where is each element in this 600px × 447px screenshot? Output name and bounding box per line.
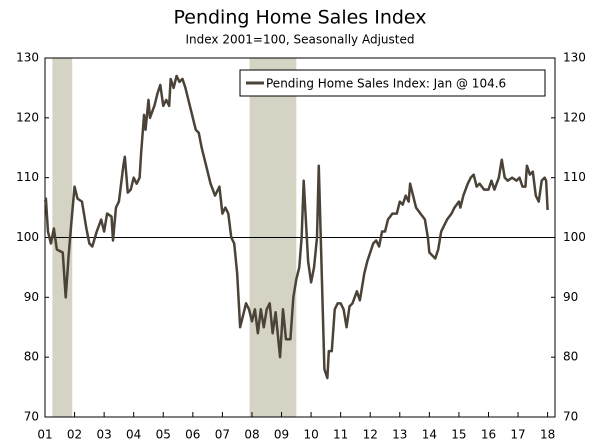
y2-tick-label: 110	[563, 170, 586, 184]
x-tick-label: 13	[392, 428, 407, 442]
series-line	[43, 74, 549, 380]
x-tick-label: 15	[451, 428, 466, 442]
y2-tick-label: 120	[563, 110, 586, 124]
y-tick-label: 70	[24, 410, 39, 424]
x-tick-label: 06	[185, 428, 200, 442]
y-tick-label: 130	[16, 51, 39, 65]
chart-title: Pending Home Sales Index	[173, 7, 426, 29]
x-tick-label: 04	[126, 428, 141, 442]
chart-subtitle: Index 2001=100, Seasonally Adjusted	[186, 33, 415, 47]
y2-tick-label: 100	[563, 230, 586, 244]
y-tick-label: 80	[24, 350, 39, 364]
y-tick-label: 120	[16, 110, 39, 124]
x-tick-label: 02	[67, 428, 82, 442]
x-tick-label: 05	[156, 428, 171, 442]
x-tick-label: 14	[422, 428, 437, 442]
x-tick-label: 01	[37, 428, 52, 442]
x-tick-label: 03	[96, 428, 111, 442]
x-tick-label: 11	[333, 428, 348, 442]
x-tick-label: 16	[481, 428, 496, 442]
legend-label: Pending Home Sales Index: Jan @ 104.6	[266, 77, 506, 91]
x-tick-label: 07	[215, 428, 230, 442]
y2-tick-label: 70	[563, 410, 578, 424]
x-tick-label: 09	[274, 428, 289, 442]
legend-box	[239, 69, 546, 97]
y2-tick-label: 90	[563, 290, 578, 304]
x-tick-label: 17	[510, 428, 525, 442]
y2-tick-label: 130	[563, 51, 586, 65]
y2-tick-label: 80	[563, 350, 578, 364]
x-tick-label: 10	[303, 428, 318, 442]
y-tick-label: 90	[24, 290, 39, 304]
x-tick-label: 12	[363, 428, 378, 442]
y-tick-label: 100	[16, 230, 39, 244]
y-tick-label: 110	[16, 170, 39, 184]
x-tick-label: 18	[540, 428, 555, 442]
x-tick-label: 08	[244, 428, 259, 442]
